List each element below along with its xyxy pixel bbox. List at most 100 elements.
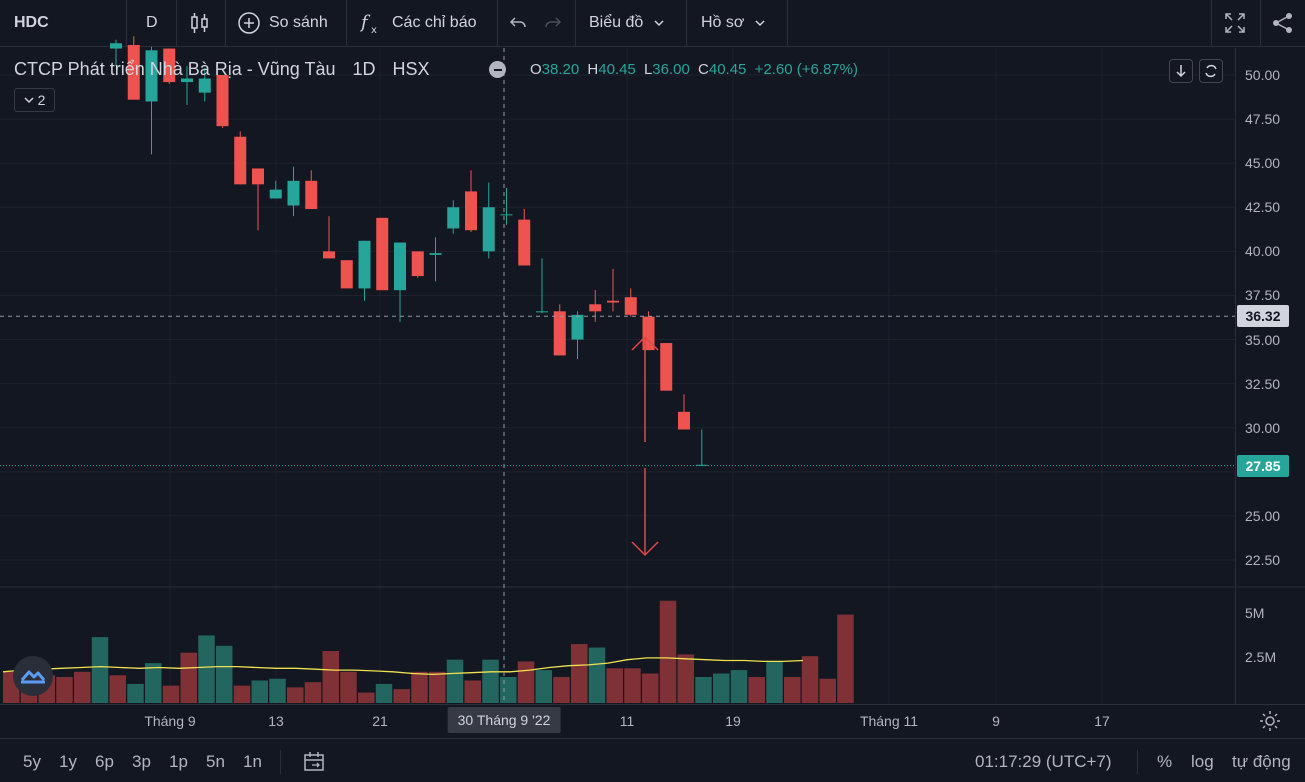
range-6m-button[interactable]: 6p: [95, 752, 114, 771]
price-label: 25.00: [1245, 507, 1281, 524]
candle-body: [127, 45, 140, 100]
volume-bar: [571, 644, 588, 703]
candle-body: [482, 207, 495, 252]
range-1d-button[interactable]: 1n: [243, 752, 262, 771]
candle-body: [305, 180, 318, 210]
range-5d-button[interactable]: 5n: [206, 752, 225, 771]
volume-bar: [624, 668, 641, 703]
crosshair-price-tag: 36.32: [1237, 305, 1289, 328]
price-label: 22.50: [1245, 552, 1281, 568]
price-label: 42.50: [1245, 199, 1281, 216]
interval-button[interactable]: D: [146, 0, 158, 46]
volume-bar: [127, 683, 144, 703]
candle-body: [678, 411, 690, 430]
time-label: 9: [992, 713, 1000, 729]
candle-body: [145, 50, 158, 102]
volume-bar: [287, 687, 304, 703]
fullscreen-button[interactable]: [1224, 0, 1246, 46]
arrow-up-head: [631, 335, 659, 351]
candle: [465, 170, 477, 232]
volume-ma-line: [2, 657, 804, 676]
minus-icon[interactable]: [489, 61, 506, 78]
range-3m-button[interactable]: 3p: [132, 752, 151, 771]
candle-body: [660, 343, 673, 391]
reset-scale-button[interactable]: [1199, 59, 1223, 83]
open-value: 38.20: [541, 61, 580, 78]
low-value: 36.00: [652, 61, 690, 78]
range-1m-button[interactable]: 1p: [169, 752, 188, 771]
candle: [624, 288, 637, 317]
candle-body: [589, 304, 602, 312]
volume-bar: [251, 680, 268, 703]
candle: [181, 66, 193, 105]
time-axis[interactable]: [0, 704, 1305, 739]
auto-scale-toggle[interactable]: tự động: [1232, 752, 1291, 771]
candle: [589, 290, 602, 322]
arrow-down-head: [631, 541, 659, 557]
range-5y-button[interactable]: 5y: [23, 752, 41, 771]
candle: [163, 48, 176, 84]
volume-bar: [198, 635, 215, 703]
chart-type-button[interactable]: [189, 0, 211, 46]
share-button[interactable]: [1272, 0, 1294, 46]
time-label: 17: [1094, 713, 1110, 729]
undo-button[interactable]: [508, 0, 528, 46]
range-1y-button[interactable]: 1y: [59, 752, 77, 771]
crosshair: [0, 48, 1235, 704]
compare-button[interactable]: So sánh: [237, 0, 328, 46]
symbol-legend[interactable]: CTCP Phát triển Nhà Bà Rịa - Vũng Tàu 1D…: [14, 59, 430, 80]
candle: [518, 209, 531, 266]
volume-bar: [74, 671, 91, 703]
axis-settings-button[interactable]: [1259, 710, 1281, 737]
candle-body: [269, 189, 282, 199]
indicator-count-toggle[interactable]: 2: [14, 88, 55, 112]
volume-bar: [837, 614, 854, 703]
volume-bar: [340, 671, 357, 703]
percent-scale-toggle[interactable]: %: [1157, 752, 1173, 771]
candle-body: [216, 75, 229, 127]
ohlc-values: O38.20 H40.45 L36.00 C40.45 +2.60 (+6.87…: [530, 61, 858, 78]
legend-exchange: HSX: [392, 59, 430, 79]
candle-body: [465, 191, 477, 231]
candle: [394, 242, 406, 322]
crosshair-date-tag: 30 Tháng 9 '22: [447, 707, 561, 733]
candle: [216, 75, 229, 128]
symbol-search-button[interactable]: HDC: [14, 0, 49, 46]
volume-bar: [358, 692, 375, 703]
tradingview-logo[interactable]: [13, 656, 53, 696]
high-value: 40.45: [598, 61, 636, 78]
volume-bar: [109, 675, 126, 703]
volume-bar: [553, 677, 570, 703]
volume-bar: [784, 677, 801, 703]
candlestick-icon: [191, 13, 208, 33]
volume-bar: [269, 678, 286, 703]
profile-menu-button[interactable]: Hồ sơ: [701, 0, 766, 46]
volume-bar: [482, 659, 499, 703]
time-label: 19: [725, 713, 741, 729]
log-scale-toggle[interactable]: log: [1191, 752, 1214, 771]
candle: [411, 251, 424, 278]
goto-date-button[interactable]: [303, 751, 325, 778]
volume-bar: [517, 661, 535, 703]
clock-timezone[interactable]: 01:17:29 (UTC+7): [975, 752, 1112, 771]
candle-body: [447, 207, 460, 229]
volume-bars: [2, 600, 854, 703]
volume-bar: [429, 671, 446, 703]
download-button[interactable]: [1169, 59, 1193, 83]
plus-circle-icon: [238, 12, 260, 34]
candle-body: [500, 214, 513, 216]
redo-button[interactable]: [543, 0, 563, 46]
chart-menu-button[interactable]: Biểu đồ: [589, 0, 665, 46]
company-name: CTCP Phát triển Nhà Bà Rịa - Vũng Tàu: [14, 59, 336, 79]
volume-bar: [659, 600, 677, 703]
candle: [287, 166, 300, 217]
candle: [500, 187, 513, 225]
svg-text:x: x: [371, 25, 377, 35]
price-axis[interactable]: [1235, 48, 1305, 704]
candle-body: [695, 464, 708, 466]
candle: [340, 260, 353, 289]
volume-bar: [819, 678, 836, 703]
candle: [607, 269, 619, 312]
